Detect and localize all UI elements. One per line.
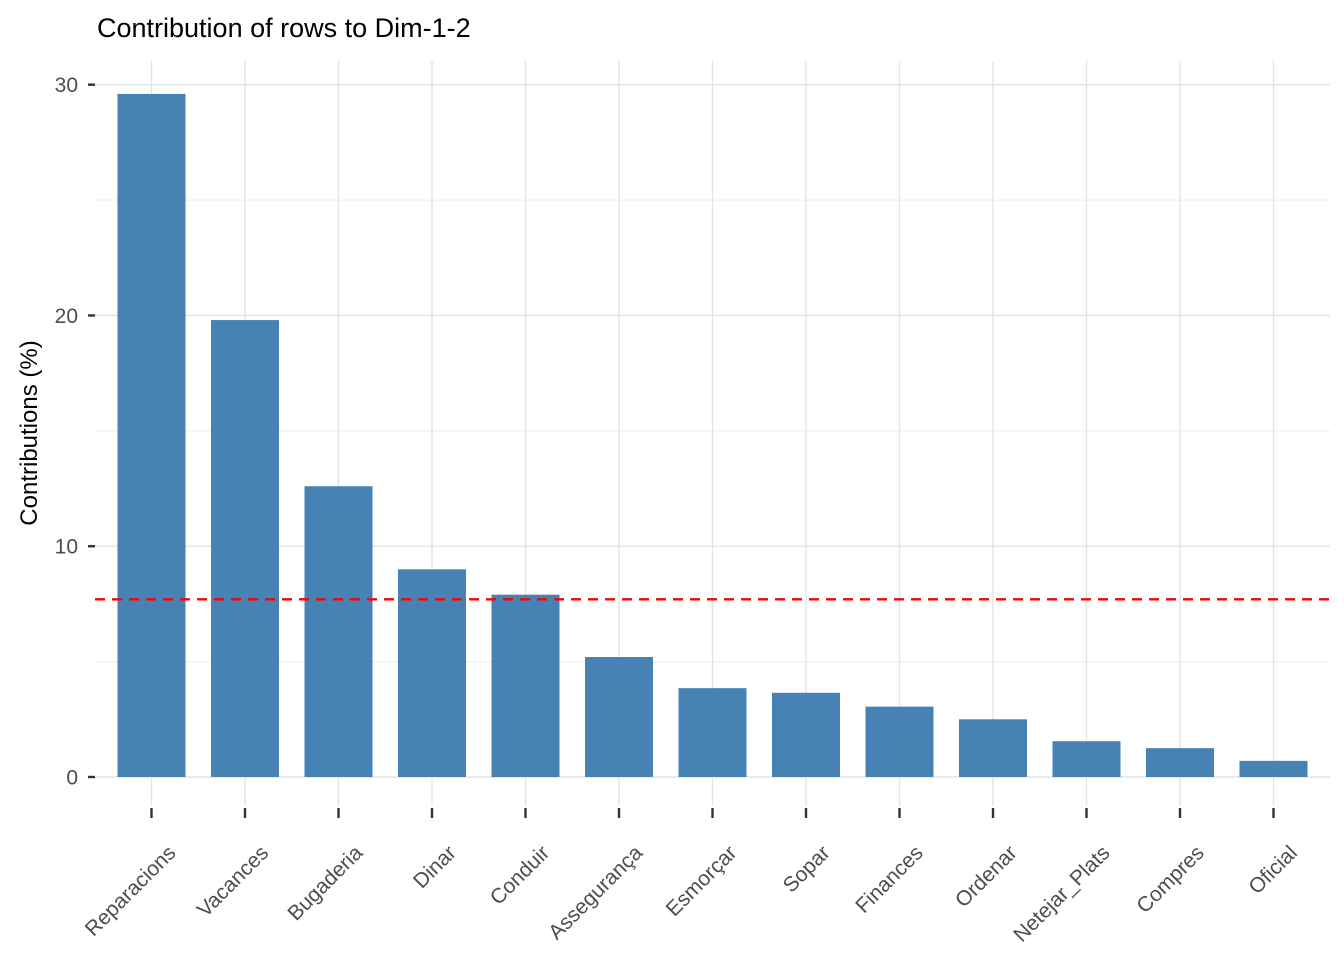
bar-reparacions: [117, 93, 186, 778]
y-tick-label: 30: [55, 74, 78, 97]
bar-netejar_plats: [1052, 741, 1121, 777]
bar-dinar: [398, 569, 466, 777]
bar-sopar: [772, 692, 840, 777]
bar-esmorçar: [678, 688, 747, 777]
y-tick-label: 20: [55, 305, 78, 328]
bar-compres: [1146, 748, 1214, 777]
bar-assegurança: [585, 656, 653, 777]
chart-title: Contribution of rows to Dim-1-2: [97, 13, 471, 43]
y-tick-label: 10: [55, 536, 78, 559]
bar-vacances: [211, 320, 279, 777]
bar-oficial: [1239, 760, 1308, 777]
bar-finances: [865, 706, 934, 777]
bar-ordenar: [959, 719, 1027, 777]
bar-bugaderia: [304, 486, 373, 777]
y-tick-label: 0: [66, 767, 78, 790]
bar-conduir: [491, 594, 560, 777]
